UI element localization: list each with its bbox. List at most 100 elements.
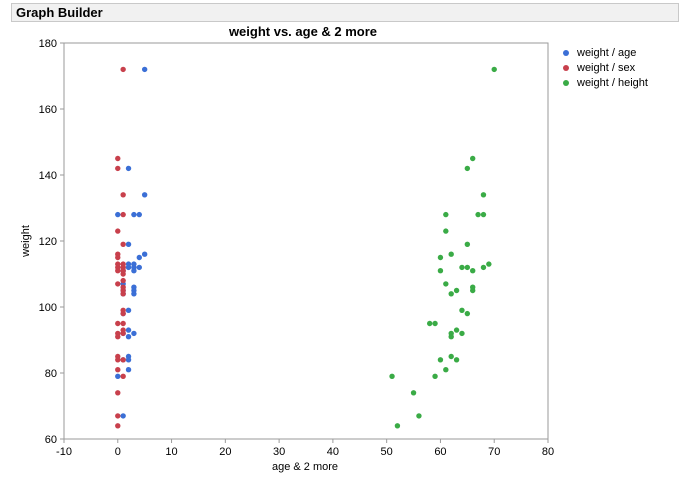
data-point[interactable] (115, 357, 121, 363)
data-point[interactable] (426, 320, 433, 327)
data-point[interactable] (120, 277, 126, 284)
data-point[interactable] (120, 330, 126, 337)
data-point[interactable] (115, 423, 121, 429)
data-point[interactable] (115, 165, 121, 172)
data-point[interactable] (448, 353, 454, 360)
data-point[interactable] (120, 211, 126, 218)
data-point[interactable] (443, 281, 449, 287)
data-point[interactable] (453, 287, 460, 294)
data-point[interactable] (115, 155, 121, 162)
data-point[interactable] (464, 165, 471, 172)
data-point[interactable] (443, 367, 449, 373)
data-point[interactable] (464, 310, 471, 317)
data-point[interactable] (120, 271, 126, 277)
data-point[interactable] (437, 268, 444, 274)
data-point[interactable] (475, 211, 481, 218)
data-point[interactable] (115, 254, 121, 261)
legend-item[interactable]: weight / sex (563, 60, 648, 75)
x-tick-label: 30 (273, 446, 285, 458)
data-point[interactable] (131, 211, 137, 218)
data-point[interactable] (131, 268, 137, 274)
data-point[interactable] (453, 327, 460, 333)
series-2 (389, 66, 497, 429)
data-point[interactable] (115, 268, 121, 274)
legend-label: weight / age (577, 46, 637, 59)
data-point[interactable] (120, 373, 126, 379)
data-point[interactable] (125, 327, 132, 333)
data-point[interactable] (115, 373, 121, 379)
data-point[interactable] (491, 66, 497, 73)
y-tick-label: 140 (39, 170, 57, 182)
data-point[interactable] (136, 211, 142, 218)
data-point[interactable] (115, 211, 121, 218)
data-point[interactable] (115, 281, 121, 287)
data-point[interactable] (125, 241, 132, 247)
data-point[interactable] (125, 307, 132, 313)
data-point[interactable] (125, 334, 132, 340)
data-point[interactable] (120, 66, 126, 73)
data-point[interactable] (432, 373, 438, 379)
data-point[interactable] (443, 228, 449, 234)
data-point[interactable] (443, 211, 449, 218)
data-point[interactable] (470, 287, 476, 294)
legend-item[interactable]: weight / age (563, 45, 648, 60)
data-point[interactable] (459, 330, 465, 337)
data-point[interactable] (464, 264, 471, 271)
data-point[interactable] (131, 330, 137, 337)
legend-item[interactable]: weight / height (563, 75, 648, 90)
data-point[interactable] (480, 211, 487, 218)
data-point[interactable] (120, 291, 126, 297)
data-point[interactable] (115, 367, 121, 373)
series-0 (115, 66, 148, 419)
data-point[interactable] (125, 367, 132, 373)
data-point[interactable] (131, 291, 137, 297)
chart-title: weight vs. age & 2 more (228, 24, 378, 39)
data-point[interactable] (437, 254, 444, 261)
data-point[interactable] (136, 254, 142, 261)
data-point[interactable] (470, 268, 476, 274)
data-point[interactable] (437, 357, 444, 363)
data-point[interactable] (459, 307, 465, 313)
legend-marker (563, 64, 569, 71)
data-point[interactable] (141, 66, 148, 73)
data-points (115, 66, 497, 429)
data-point[interactable] (459, 264, 465, 271)
data-point[interactable] (120, 413, 126, 419)
data-point[interactable] (141, 192, 148, 198)
data-point[interactable] (470, 155, 476, 162)
legend-label: weight / sex (577, 61, 636, 74)
x-tick-label: 50 (381, 446, 393, 458)
data-point[interactable] (120, 241, 126, 247)
data-point[interactable] (410, 390, 417, 396)
data-point[interactable] (416, 413, 422, 419)
data-point[interactable] (136, 264, 142, 271)
data-point[interactable] (120, 310, 126, 317)
data-point[interactable] (125, 264, 132, 271)
axis-ticks: -10 0 10 20 30 40 50 60 70 80 60 80 100 120 140 160 180 (39, 38, 554, 458)
data-point[interactable] (453, 357, 460, 363)
data-point[interactable] (448, 291, 454, 297)
data-point[interactable] (115, 334, 121, 340)
data-point[interactable] (480, 264, 487, 271)
data-point[interactable] (115, 320, 121, 327)
data-point[interactable] (120, 357, 126, 363)
data-point[interactable] (115, 390, 121, 396)
data-point[interactable] (389, 373, 395, 379)
data-point[interactable] (125, 357, 132, 363)
legend[interactable]: weight / age weight / sex weight / height (563, 45, 648, 90)
data-point[interactable] (141, 251, 148, 257)
data-point[interactable] (115, 228, 121, 234)
data-point[interactable] (394, 423, 401, 429)
data-point[interactable] (125, 165, 132, 172)
data-point[interactable] (432, 320, 438, 327)
data-point[interactable] (120, 192, 126, 198)
data-point[interactable] (486, 261, 492, 267)
data-point[interactable] (464, 241, 471, 247)
data-point[interactable] (448, 251, 454, 257)
x-tick-label: 80 (542, 446, 554, 458)
data-point[interactable] (115, 413, 121, 419)
data-point[interactable] (120, 320, 126, 327)
y-tick-label: 120 (39, 236, 57, 248)
data-point[interactable] (448, 334, 454, 340)
data-point[interactable] (480, 192, 487, 198)
